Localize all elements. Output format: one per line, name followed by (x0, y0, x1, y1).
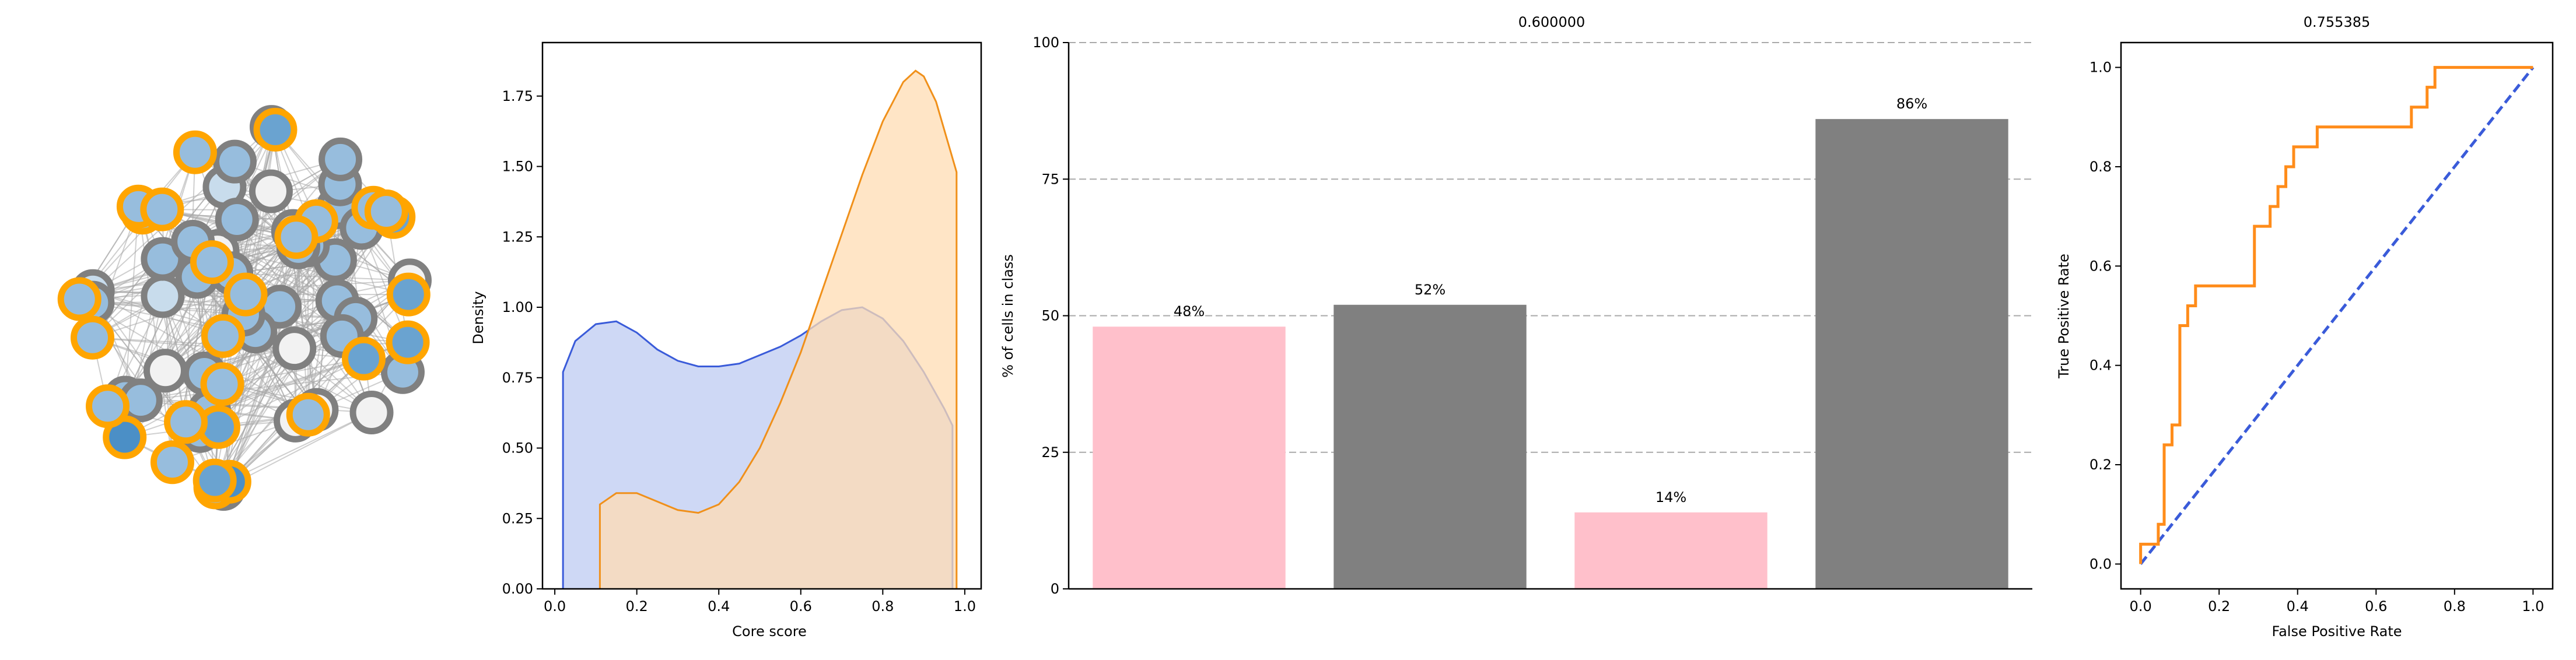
x-tick-label: 1.0 (954, 598, 976, 615)
core-node (173, 130, 217, 174)
x-tick-label: 0.8 (2444, 598, 2466, 615)
bar-value-label: 14% (1656, 489, 1686, 505)
x-tick-label: 0.8 (872, 598, 894, 615)
y-tick-label: 0.0 (2090, 556, 2112, 572)
x-tick-label: 0.4 (2287, 598, 2309, 615)
bar-value-label: 48% (1174, 303, 1205, 320)
bar (1093, 327, 1286, 589)
bar-y-axis-label: % of cells in class (1000, 254, 1016, 378)
bar (1574, 512, 1768, 589)
y-tick-label: 0.2 (2090, 457, 2112, 473)
chance-diagonal (2139, 66, 2535, 565)
roc-x-axis-label: False Positive Rate (2272, 623, 2402, 640)
core-node (341, 336, 386, 381)
y-tick-label: 75 (1041, 171, 1059, 187)
bar-value-label: 86% (1896, 96, 1927, 112)
y-tick-label: 1.75 (502, 88, 533, 104)
network-panel (57, 105, 432, 511)
x-tick-label: 0.6 (2365, 598, 2387, 615)
peripheral-node (349, 391, 394, 435)
y-tick-label: 0.50 (502, 440, 533, 457)
kde-panel: 0.0 0.2 0.4 0.6 0.8 1.0 0.00 0.25 0.50 0.75 1.00 1.… (502, 41, 982, 615)
peripheral-node (215, 198, 259, 242)
core-node (223, 272, 268, 317)
roc-panel: 0.0 0.2 0.4 0.6 0.8 1.0 0.0 0.2 0.4 0.6 0.8 1.0 (2090, 41, 2554, 615)
x-tick-label: 0.2 (626, 598, 648, 615)
core-node (274, 215, 318, 259)
kde-y-axis-label: Density (470, 291, 487, 344)
network-edge (124, 206, 139, 398)
core-node (364, 189, 408, 233)
roc-curve (2139, 66, 2533, 564)
kde-x-axis-label: Core score (732, 623, 807, 640)
roc-axes-frame (2120, 41, 2554, 590)
y-tick-label: 1.50 (502, 159, 533, 175)
core-node (86, 384, 130, 429)
network-edge (162, 296, 216, 488)
y-tick-label: 1.00 (502, 299, 533, 315)
core-node (200, 362, 244, 406)
x-tick-label: 0.2 (2208, 598, 2230, 615)
x-tick-label: 0.4 (708, 598, 730, 615)
x-tick-label: 1.0 (2522, 598, 2544, 615)
y-tick-label: 0.6 (2090, 258, 2112, 274)
peripheral-node (318, 137, 363, 181)
y-tick-label: 100 (1032, 34, 1059, 51)
y-tick-label: 0.25 (502, 510, 533, 526)
bar (1334, 304, 1527, 589)
bar (1815, 119, 2008, 589)
roc-y-axis-label: True Positive Rate (2056, 254, 2072, 379)
network-edge (298, 247, 317, 410)
core-node (190, 240, 234, 285)
density-line-orange (598, 69, 958, 589)
network-edge (231, 272, 410, 281)
core-node (253, 108, 298, 152)
core-node (150, 440, 194, 485)
peripheral-node (272, 327, 317, 371)
peripheral-node (141, 274, 185, 318)
peripheral-node (249, 169, 293, 213)
x-tick-label: 0.0 (2130, 598, 2152, 615)
x-tick-label: 0.6 (790, 598, 812, 615)
y-tick-label: 1.25 (502, 229, 533, 245)
y-tick-label: 50 (1041, 308, 1059, 324)
y-tick-label: 0 (1051, 581, 1059, 597)
x-tick-label: 0.0 (544, 598, 566, 615)
core-node (386, 320, 430, 364)
network-edge (229, 294, 410, 482)
roc-chart-title: 0.755385 (2304, 14, 2371, 30)
peripheral-node (212, 139, 257, 184)
y-tick-label: 0.75 (502, 370, 533, 386)
bar-panel: 0 25 50 75 100 48% 52% 14% 86% (1032, 34, 2032, 597)
core-node (286, 392, 330, 437)
core-node (140, 187, 184, 231)
y-tick-label: 0.00 (502, 581, 533, 597)
bar-chart-title: 0.600000 (1518, 14, 1586, 30)
core-node (164, 400, 208, 444)
density-area-orange (600, 71, 957, 589)
y-tick-label: 0.8 (2090, 159, 2112, 175)
core-node (57, 277, 102, 321)
y-tick-label: 1.0 (2090, 59, 2112, 76)
network-edge (214, 280, 411, 481)
y-tick-label: 25 (1041, 444, 1059, 461)
core-node (386, 272, 430, 317)
y-tick-label: 0.4 (2090, 357, 2112, 374)
core-node (201, 314, 246, 358)
core-node (192, 458, 237, 503)
kde-axes-frame (541, 41, 982, 590)
core-node (71, 315, 115, 360)
bar-value-label: 52% (1415, 282, 1446, 298)
